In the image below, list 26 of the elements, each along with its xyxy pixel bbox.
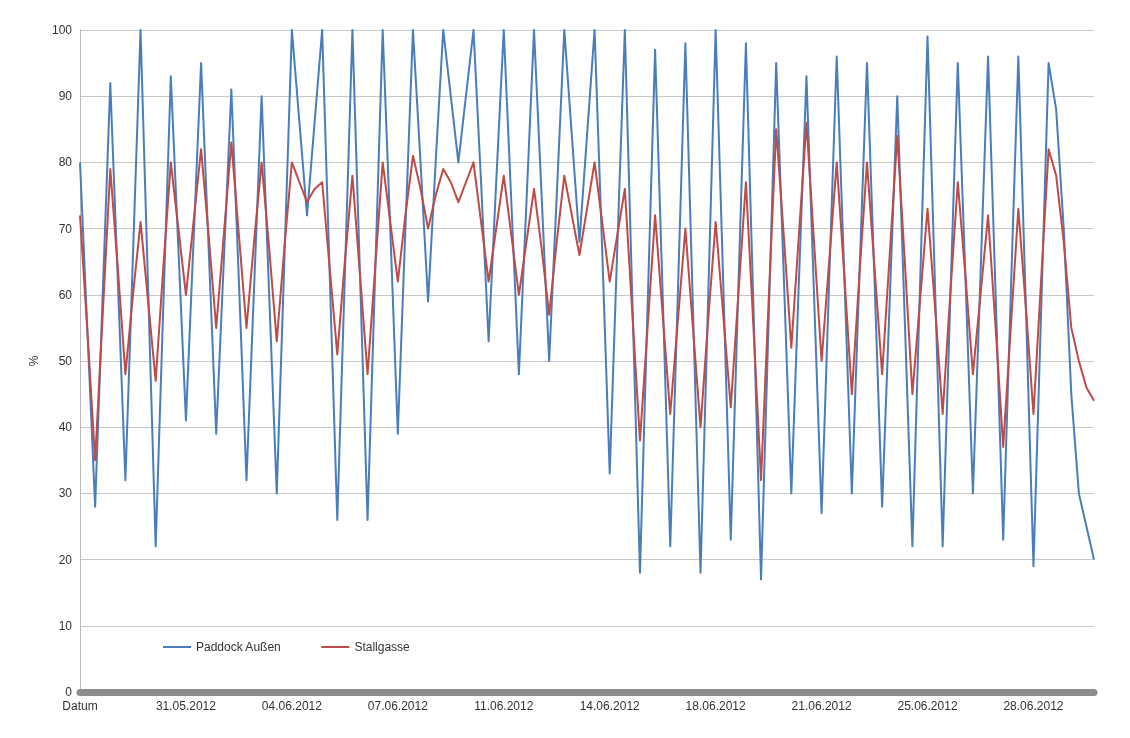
y-tick-label: 80	[58, 155, 73, 170]
x-tick-label: 25.06.2012	[897, 699, 958, 713]
y-axis-title: %	[27, 355, 41, 367]
x-tick-label: 14.06.2012	[579, 699, 641, 713]
x-tick-label: 11.06.2012	[474, 699, 534, 713]
x-tick-label: Datum	[62, 699, 98, 713]
y-tick-label: 20	[58, 552, 73, 567]
y-tick-label: 60	[58, 287, 73, 302]
y-tick-label: 100	[51, 23, 73, 37]
x-tick-label: 07.06.2012	[367, 699, 429, 713]
y-tick-label: 50	[58, 354, 73, 368]
x-tick-label: 31.05.2012	[155, 699, 217, 713]
y-tick-label: 30	[58, 486, 73, 501]
legend-label: Paddock Außen	[196, 640, 281, 654]
x-tick-label: 18.06.2012	[685, 699, 746, 713]
y-tick-label: 0	[65, 685, 73, 699]
x-tick-label: 28.06.2012	[1003, 699, 1064, 713]
y-tick-label: 90	[58, 89, 73, 104]
legend-label: Stallgasse	[354, 640, 411, 654]
y-tick-label: 70	[58, 221, 73, 236]
y-tick-label: 10	[58, 618, 73, 633]
line-series	[79, 29, 1095, 581]
y-tick-label: 40	[58, 420, 73, 435]
x-tick-label: 04.06.2012	[261, 699, 323, 713]
line-series	[79, 121, 1095, 482]
x-tick-label: 21.06.2012	[791, 699, 852, 713]
